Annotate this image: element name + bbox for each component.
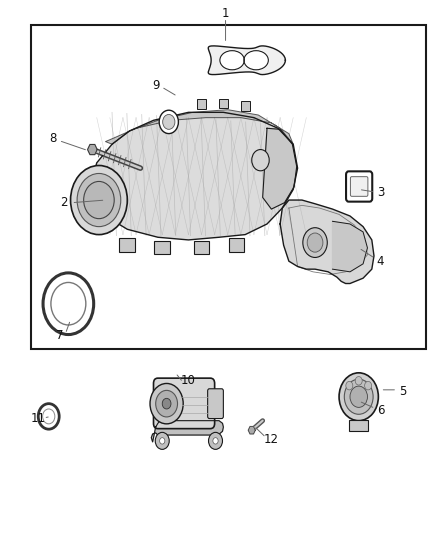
Circle shape bbox=[208, 432, 223, 449]
Bar bbox=[154, 241, 170, 254]
Text: 1: 1 bbox=[222, 7, 230, 20]
Circle shape bbox=[364, 382, 371, 390]
Polygon shape bbox=[88, 144, 97, 155]
Circle shape bbox=[155, 390, 177, 417]
Bar bbox=[241, 101, 250, 111]
FancyBboxPatch shape bbox=[346, 171, 372, 201]
Bar bbox=[197, 99, 206, 109]
Circle shape bbox=[162, 115, 175, 130]
Polygon shape bbox=[263, 128, 297, 209]
Polygon shape bbox=[248, 426, 255, 434]
Ellipse shape bbox=[219, 50, 245, 71]
Polygon shape bbox=[332, 221, 367, 272]
Circle shape bbox=[38, 403, 59, 429]
Text: 6: 6 bbox=[377, 403, 384, 416]
Circle shape bbox=[77, 173, 121, 227]
Circle shape bbox=[339, 373, 378, 421]
Circle shape bbox=[84, 181, 114, 219]
Text: 10: 10 bbox=[181, 374, 196, 387]
FancyBboxPatch shape bbox=[208, 389, 223, 418]
FancyBboxPatch shape bbox=[153, 378, 215, 429]
Circle shape bbox=[355, 376, 362, 385]
Polygon shape bbox=[280, 200, 374, 284]
Bar bbox=[194, 241, 209, 254]
FancyBboxPatch shape bbox=[350, 176, 368, 196]
Text: 9: 9 bbox=[152, 79, 159, 92]
Ellipse shape bbox=[243, 50, 269, 71]
Circle shape bbox=[350, 386, 367, 407]
Text: 7: 7 bbox=[56, 329, 64, 342]
Circle shape bbox=[162, 398, 171, 409]
Text: 5: 5 bbox=[399, 385, 406, 398]
Circle shape bbox=[51, 282, 86, 325]
Polygon shape bbox=[88, 112, 297, 240]
Text: 8: 8 bbox=[49, 132, 57, 146]
Bar bbox=[120, 238, 135, 252]
Circle shape bbox=[252, 150, 269, 171]
Circle shape bbox=[150, 383, 183, 424]
Circle shape bbox=[159, 110, 178, 134]
Text: 11: 11 bbox=[30, 411, 45, 424]
Circle shape bbox=[307, 233, 323, 252]
Bar bbox=[219, 99, 228, 108]
Circle shape bbox=[303, 228, 327, 257]
Circle shape bbox=[344, 379, 373, 414]
Bar bbox=[31, 25, 426, 349]
Circle shape bbox=[159, 438, 165, 444]
Bar bbox=[349, 419, 368, 431]
Polygon shape bbox=[208, 46, 286, 75]
Polygon shape bbox=[151, 421, 223, 442]
Polygon shape bbox=[106, 110, 293, 144]
Circle shape bbox=[43, 273, 94, 335]
Circle shape bbox=[42, 409, 55, 424]
Circle shape bbox=[346, 382, 353, 390]
Circle shape bbox=[213, 438, 218, 444]
Text: 3: 3 bbox=[377, 185, 384, 199]
Text: 12: 12 bbox=[264, 433, 279, 446]
Text: 4: 4 bbox=[377, 255, 384, 268]
Bar bbox=[229, 238, 244, 252]
Circle shape bbox=[71, 165, 127, 235]
Text: 2: 2 bbox=[60, 196, 68, 209]
Circle shape bbox=[155, 432, 169, 449]
